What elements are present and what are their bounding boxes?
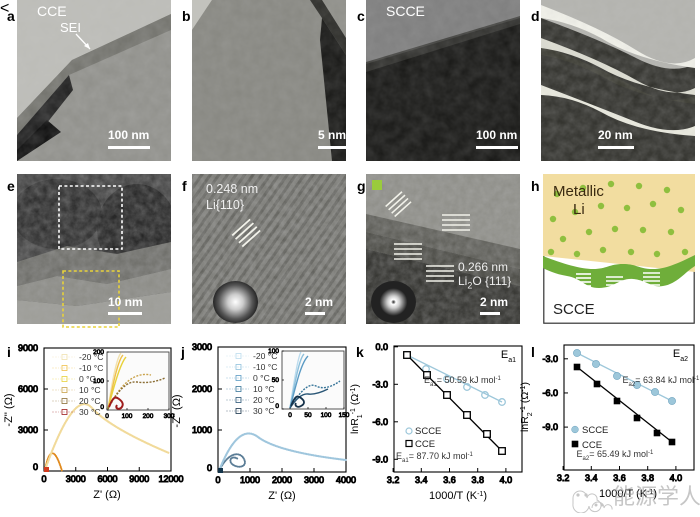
svg-text:30 °C: 30 °C (79, 407, 101, 417)
svg-text:-10 °C: -10 °C (79, 363, 103, 373)
svg-text:0: 0 (275, 403, 279, 410)
svg-text:0: 0 (207, 463, 212, 473)
svg-text:Li: Li (573, 201, 585, 218)
svg-text:lnR2-1 (Ω-1): lnR2-1 (Ω-1) (519, 382, 534, 432)
svg-text:10 °C: 10 °C (79, 385, 101, 395)
svg-text:lnR1-1 (Ω-1): lnR1-1 (Ω-1) (349, 384, 364, 434)
svg-text:0: 0 (215, 475, 220, 485)
svg-text:4.0: 4.0 (500, 475, 513, 485)
svg-text:3000: 3000 (66, 474, 86, 484)
svg-text:0: 0 (41, 474, 46, 484)
svg-text:-10 °C: -10 °C (253, 362, 277, 372)
svg-text:-3.0: -3.0 (372, 380, 388, 390)
svg-text:4000: 4000 (336, 475, 356, 485)
svg-text:200: 200 (143, 413, 154, 420)
svg-text:12000: 12000 (158, 474, 183, 484)
svg-text:50: 50 (304, 412, 312, 419)
svg-text:-6.0: -6.0 (542, 388, 558, 398)
svg-text:200: 200 (93, 349, 104, 356)
svg-text:SCCE: SCCE (553, 301, 595, 318)
svg-text:-6.0: -6.0 (372, 417, 388, 427)
svg-text:3000: 3000 (304, 475, 324, 485)
svg-text:0 °C: 0 °C (253, 373, 270, 383)
svg-text:SCCE: SCCE (582, 425, 608, 436)
svg-text:-Z'' (Ω): -Z'' (Ω) (171, 394, 183, 427)
svg-text:10 °C: 10 °C (253, 384, 275, 394)
svg-text:-3.0: -3.0 (542, 354, 558, 364)
svg-text:6000: 6000 (97, 474, 117, 484)
svg-text:20 °C: 20 °C (79, 396, 101, 406)
svg-text:0: 0 (105, 413, 109, 420)
svg-text:100: 100 (122, 413, 133, 420)
svg-text:2000: 2000 (272, 475, 292, 485)
svg-text:2000: 2000 (192, 384, 212, 394)
svg-text:100: 100 (321, 412, 332, 419)
svg-text:SCCE: SCCE (415, 426, 441, 437)
svg-text:30 °C: 30 °C (253, 406, 275, 416)
svg-text:3.4: 3.4 (415, 475, 428, 485)
svg-text:Z' (Ω): Z' (Ω) (268, 490, 295, 502)
svg-text:9000: 9000 (129, 474, 149, 484)
svg-text:100: 100 (268, 348, 279, 355)
svg-text:1000: 1000 (240, 475, 260, 485)
svg-text:6000: 6000 (18, 384, 38, 394)
svg-text:1000/T (K-1): 1000/T (K-1) (429, 490, 487, 502)
svg-text:3.2: 3.2 (387, 475, 400, 485)
svg-text:100: 100 (93, 378, 104, 385)
svg-text:-9.0: -9.0 (372, 455, 388, 465)
svg-text:0: 0 (100, 404, 104, 411)
svg-text:1000: 1000 (192, 425, 212, 435)
svg-text:150: 150 (339, 412, 350, 419)
svg-text:0: 0 (33, 462, 38, 472)
svg-text:3000: 3000 (192, 342, 212, 352)
svg-text:Z' (Ω): Z' (Ω) (93, 489, 120, 501)
svg-text:50: 50 (272, 377, 280, 384)
svg-text:3000: 3000 (18, 425, 38, 435)
svg-text:0.0: 0.0 (375, 342, 388, 352)
svg-text:CCE: CCE (415, 439, 435, 450)
svg-text:9000: 9000 (18, 343, 38, 353)
svg-text:0: 0 (288, 412, 292, 419)
svg-text:Metallic: Metallic (553, 183, 604, 200)
svg-text:能源学人: 能源学人 (613, 484, 700, 509)
svg-text:-9.0: -9.0 (542, 422, 558, 432)
svg-text:CCE: CCE (582, 440, 602, 451)
svg-text:3.8: 3.8 (471, 475, 484, 485)
svg-text:20 °C: 20 °C (253, 395, 275, 405)
svg-text:-Z'' (Ω): -Z'' (Ω) (3, 393, 15, 426)
svg-text:3.6: 3.6 (443, 475, 456, 485)
